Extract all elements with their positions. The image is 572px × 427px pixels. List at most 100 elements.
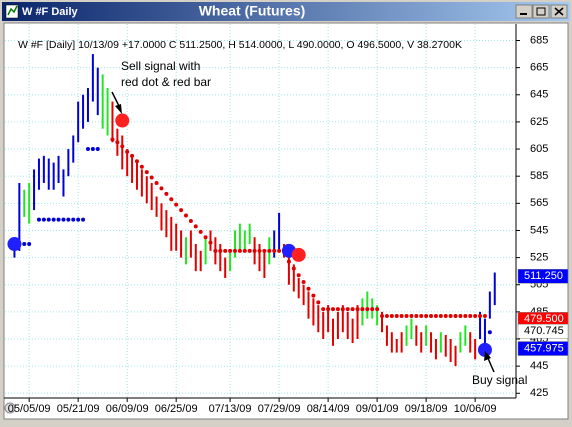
signal-dot xyxy=(7,237,22,252)
y-tick-label: 585 xyxy=(530,170,548,182)
stop-dot xyxy=(468,313,473,318)
stop-dot xyxy=(473,313,478,318)
stop-dot xyxy=(345,307,350,312)
stop-dot xyxy=(232,248,237,253)
price-tag xyxy=(517,341,569,356)
stop-dot xyxy=(252,248,257,253)
stop-dot xyxy=(149,175,154,180)
stop-dot xyxy=(183,213,188,218)
stop-dot xyxy=(267,248,272,253)
stop-dot xyxy=(51,217,56,222)
price-tag-label: 470.745 xyxy=(524,325,564,337)
stop-dot xyxy=(71,217,76,222)
y-tick-label: 445 xyxy=(530,360,548,372)
y-tick-label: 545 xyxy=(530,224,548,236)
stop-dot xyxy=(56,217,61,222)
stop-dot xyxy=(46,217,51,222)
stop-dot xyxy=(487,330,492,335)
stop-dot xyxy=(110,137,115,142)
maximize-glyph xyxy=(536,7,546,16)
chart-title: Wheat (Futures) xyxy=(199,3,306,19)
price-tag-label: 457.975 xyxy=(524,342,564,354)
annotation: Buy signal xyxy=(472,373,527,387)
stop-dot xyxy=(331,307,336,312)
x-tick-label: 05/21/09 xyxy=(57,403,100,415)
stop-dot xyxy=(375,307,380,312)
stop-dot xyxy=(335,307,340,312)
price-tag xyxy=(517,269,569,284)
stop-dot xyxy=(81,217,86,222)
x-tick-label: 05/05/09 xyxy=(8,403,51,415)
stop-dot xyxy=(193,224,198,229)
stop-dot xyxy=(424,313,429,318)
stop-dot xyxy=(443,313,448,318)
stop-dot xyxy=(414,313,419,318)
stop-dot xyxy=(311,293,316,298)
stop-dot xyxy=(159,186,164,191)
icon-glyph xyxy=(7,5,18,16)
y-tick-label: 645 xyxy=(530,89,548,101)
stop-dot xyxy=(36,217,41,222)
stop-dot xyxy=(296,273,301,278)
x-tick-label: 07/29/09 xyxy=(258,403,301,415)
stop-dot xyxy=(228,248,233,253)
stop-dot xyxy=(326,307,331,312)
close-glyph xyxy=(554,7,564,16)
stop-dot xyxy=(198,229,203,234)
stop-dot xyxy=(139,164,144,169)
annotation: Sell signal with xyxy=(121,59,200,73)
stop-dot xyxy=(154,180,159,185)
stop-dot xyxy=(360,307,365,312)
x-tick-label: 09/01/09 xyxy=(356,403,399,415)
x-tick-label: 09/18/09 xyxy=(405,403,448,415)
stop-dot xyxy=(179,208,184,213)
stop-dot xyxy=(120,144,125,149)
stop-dot xyxy=(223,248,228,253)
stop-dot xyxy=(433,313,438,318)
x-tick-label: 07/13/09 xyxy=(209,403,252,415)
stop-dot xyxy=(438,313,443,318)
x-tick-label: 10/06/09 xyxy=(454,403,497,415)
stop-dot xyxy=(95,147,100,152)
stop-dot xyxy=(90,147,95,152)
arrow-head xyxy=(484,351,491,361)
stop-dot xyxy=(394,313,399,318)
minimize-button[interactable] xyxy=(515,4,533,19)
signal-dot xyxy=(291,247,306,262)
signal-dot xyxy=(115,113,130,128)
y-tick-label: 525 xyxy=(530,252,548,264)
window-icon[interactable] xyxy=(5,4,19,19)
scroll-button[interactable] xyxy=(4,402,16,414)
stop-dot xyxy=(203,235,208,240)
stop-dot xyxy=(22,242,27,247)
stop-dot xyxy=(301,280,306,285)
price-tag-label: 479.500 xyxy=(524,313,564,325)
stop-dot xyxy=(419,313,424,318)
stop-dot xyxy=(478,313,483,318)
stop-dot xyxy=(41,217,46,222)
stop-dot xyxy=(286,259,291,264)
stop-dot xyxy=(66,217,71,222)
stop-dot xyxy=(164,191,169,196)
y-tick-label: 685 xyxy=(530,34,548,46)
stop-dot xyxy=(409,313,414,318)
stop-dot xyxy=(380,313,385,318)
stop-dot xyxy=(174,202,179,207)
stop-dot xyxy=(188,218,193,223)
maximize-button[interactable] xyxy=(532,4,550,19)
stop-dot xyxy=(27,242,32,247)
x-tick-label: 06/09/09 xyxy=(106,403,149,415)
stop-dot xyxy=(399,313,404,318)
stop-dot xyxy=(389,313,394,318)
y-tick-label: 565 xyxy=(530,197,548,209)
stop-dot xyxy=(85,147,90,152)
window-title: W #F Daily xyxy=(22,6,79,18)
stop-dot xyxy=(76,217,81,222)
title-bar xyxy=(2,2,570,21)
annotation: red dot & red bar xyxy=(121,75,211,89)
stop-dot xyxy=(429,313,434,318)
stop-dot xyxy=(257,248,262,253)
stop-dot xyxy=(208,240,213,245)
stop-dot xyxy=(316,300,321,305)
